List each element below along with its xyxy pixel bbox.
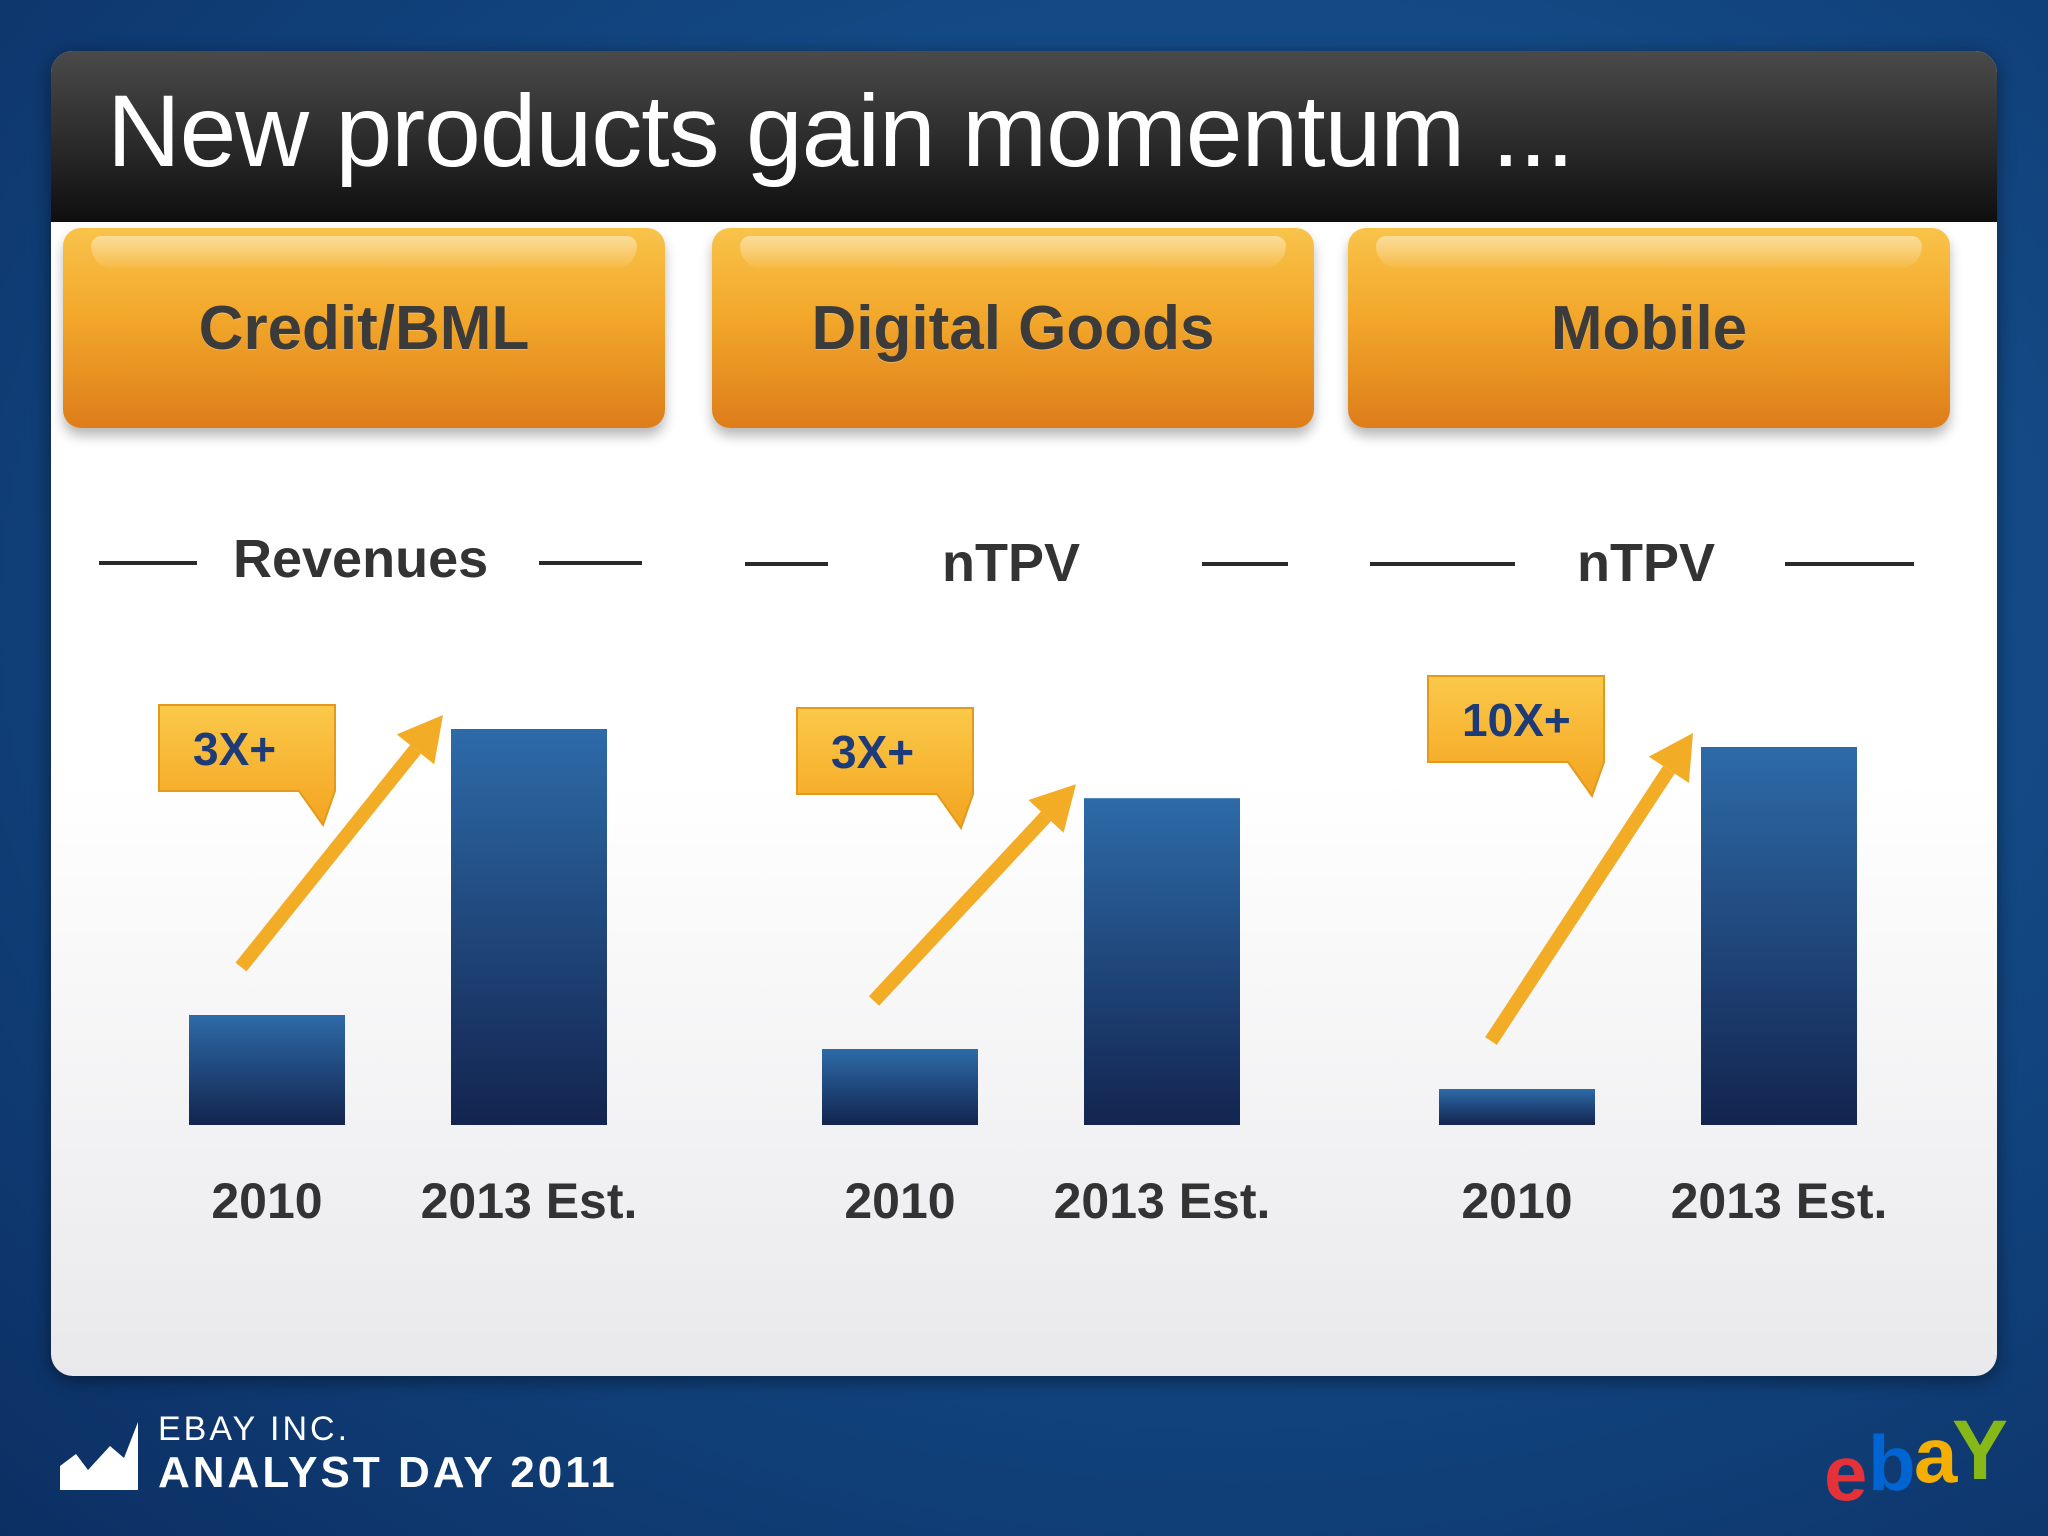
growth-arrow-head: [1648, 733, 1693, 783]
product-header-label: Digital Goods: [811, 293, 1215, 363]
metric-rule-left: [1370, 562, 1515, 566]
ebay-logo-letter-e: e: [1824, 1429, 1868, 1517]
metric-label-ntpv: nTPV: [942, 533, 1081, 593]
multiplier-callout: [1427, 675, 1605, 799]
growth-arrow: [1485, 765, 1675, 1045]
ebay-logo-letter-y: Y: [1952, 1403, 2009, 1497]
x-tick-label: 2013 Est.: [421, 1173, 638, 1229]
product-header-label: Credit/BML: [198, 293, 530, 363]
bar: [1439, 1089, 1595, 1125]
growth-arrow-head: [396, 715, 443, 765]
bar: [822, 1049, 978, 1125]
multiplier-callout: [158, 704, 336, 828]
x-tick-label: 2013 Est.: [1671, 1173, 1888, 1229]
x-tick-label: 2010: [1461, 1173, 1572, 1229]
footer-event: ANALYST DAY 2011: [158, 1448, 618, 1497]
metric-rule-left: [99, 561, 197, 565]
multiplier-callout-label: 3X+: [831, 726, 914, 778]
metric-label-ntpv: nTPV: [1577, 533, 1716, 593]
multiplier-callout: [796, 707, 974, 831]
growth-arrow: [868, 811, 1052, 1006]
product-header-label: Mobile: [1550, 293, 1748, 363]
metric-rule-right: [1785, 562, 1914, 566]
metric-rule-right: [539, 561, 642, 565]
product-header-digital-goods: Digital Goods: [712, 228, 1314, 428]
x-tick-label: 2013 Est.: [1054, 1173, 1271, 1229]
growth-arrow-head: [1028, 784, 1076, 833]
ebay-logo: e b a Y: [1824, 1403, 2014, 1520]
multiplier-callout-label: 3X+: [193, 723, 276, 775]
bar: [189, 1015, 345, 1125]
multiplier-callout-label: 10X+: [1462, 694, 1571, 746]
ebay-logo-letter-b: b: [1868, 1419, 1916, 1507]
bar: [451, 729, 607, 1125]
bar: [1084, 798, 1240, 1125]
x-tick-label: 2010: [211, 1173, 322, 1229]
bar: [1701, 747, 1857, 1125]
title-bar: New products gain momentum ...: [51, 51, 1997, 222]
slide-title: New products gain momentum ...: [107, 74, 1575, 188]
metric-label-revenues: Revenues: [233, 529, 489, 589]
product-header-mobile: Mobile: [1348, 228, 1950, 428]
analyst-day-logo-icon: [60, 1422, 138, 1490]
metric-rule-right: [1202, 562, 1288, 566]
product-header-credit-bml: Credit/BML: [63, 228, 665, 428]
footer-company: EBAY INC.: [158, 1410, 351, 1448]
x-tick-label: 2010: [844, 1173, 955, 1229]
ebay-logo-letter-a: a: [1914, 1411, 1958, 1499]
growth-arrow: [235, 744, 421, 972]
metric-rule-left: [745, 562, 828, 566]
